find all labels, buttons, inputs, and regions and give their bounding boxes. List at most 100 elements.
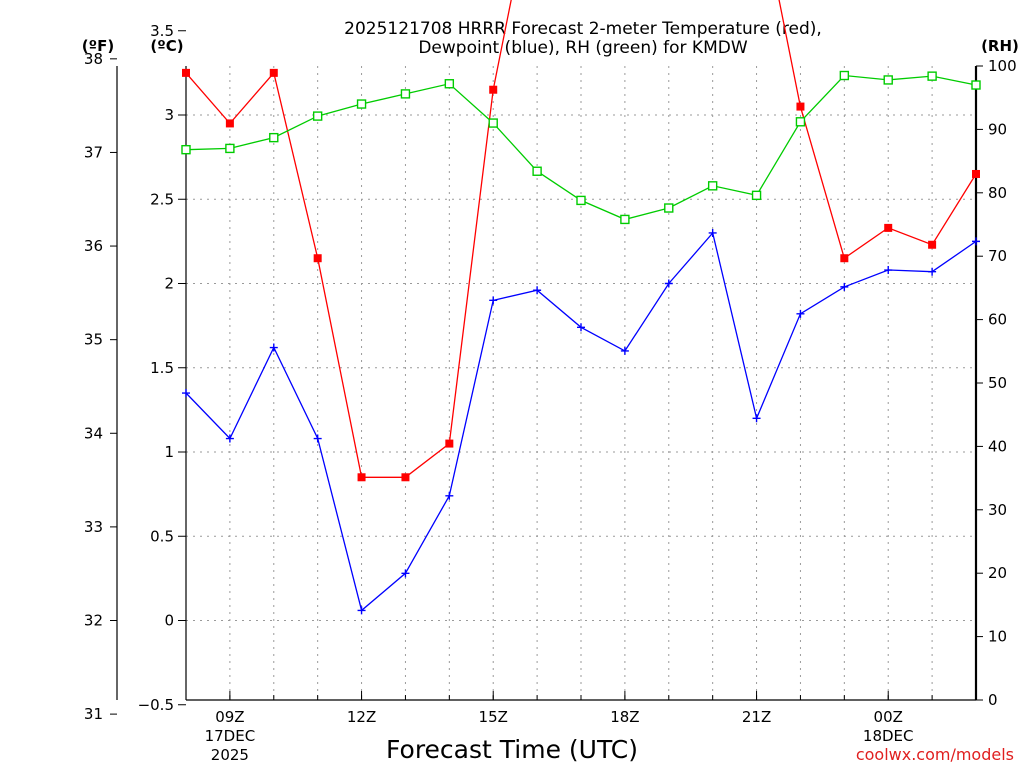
unit-label-rh: (RH) bbox=[981, 37, 1019, 55]
rh-point bbox=[532, 166, 542, 176]
axes: −0.500.511.522.533.544.555.566.531323334… bbox=[84, 22, 1017, 764]
fahrenheit-tick-label: 34 bbox=[84, 424, 103, 442]
fahrenheit-tick-label: 33 bbox=[84, 518, 103, 536]
fahrenheit-tick-label: 38 bbox=[84, 50, 103, 68]
celsius-tick-label: 1.5 bbox=[150, 359, 174, 377]
rh-tick-label: 60 bbox=[988, 311, 1007, 329]
rh-tick-label: 90 bbox=[988, 120, 1007, 138]
rh-point bbox=[444, 79, 455, 89]
temperature-point bbox=[840, 254, 849, 263]
x-tick-label: 21Z bbox=[742, 708, 771, 726]
rh-point bbox=[927, 71, 937, 81]
fahrenheit-tick-label: 37 bbox=[84, 143, 103, 161]
chart-title-line1: 2025121708 HRRR Forecast 2-meter Tempera… bbox=[344, 19, 822, 39]
temperature-point bbox=[972, 169, 980, 178]
celsius-tick-label: −0.5 bbox=[138, 696, 174, 714]
celsius-tick-label: 2.5 bbox=[150, 190, 174, 208]
x-tick-label: 09Z bbox=[215, 708, 244, 726]
dewpoint-point bbox=[357, 606, 366, 615]
rh-tick-label: 20 bbox=[988, 564, 1007, 582]
rh-point bbox=[576, 195, 586, 206]
fahrenheit-tick-label: 31 bbox=[84, 705, 103, 723]
celsius-tick-label: 3.5 bbox=[150, 22, 174, 40]
temperature-point bbox=[884, 223, 893, 232]
data-series bbox=[181, 0, 981, 615]
dewpoint-point bbox=[269, 343, 278, 352]
celsius-tick-label: 2 bbox=[164, 275, 174, 293]
rh-point bbox=[795, 117, 806, 127]
temperature-line bbox=[185, 0, 977, 478]
dewpoint-point bbox=[445, 491, 454, 500]
x-tick-date-label: 18DEC bbox=[863, 727, 914, 745]
temperature-point bbox=[401, 473, 410, 482]
rh-tick-label: 40 bbox=[988, 437, 1007, 455]
dewpoint-point bbox=[225, 434, 234, 443]
rh-point bbox=[400, 89, 411, 99]
x-tick-label: 12Z bbox=[347, 708, 376, 726]
fahrenheit-tick-label: 32 bbox=[84, 612, 103, 630]
celsius-tick-label: 0.5 bbox=[150, 527, 174, 545]
temperature-point bbox=[489, 85, 498, 94]
unit-label-celsius: (ºC) bbox=[150, 37, 183, 55]
rh-tick-label: 70 bbox=[988, 247, 1007, 265]
dewpoint-point bbox=[313, 434, 322, 443]
x-tick-label: 15Z bbox=[479, 708, 508, 726]
temperature-point bbox=[357, 473, 366, 482]
x-axis-title: Forecast Time (UTC) bbox=[386, 735, 638, 764]
temperature-point bbox=[445, 439, 454, 448]
temperature-point bbox=[182, 68, 190, 77]
x-tick-year-label: 2025 bbox=[211, 746, 249, 764]
dewpoint-point bbox=[928, 267, 937, 276]
rh-point bbox=[181, 144, 191, 155]
x-tick-label: 00Z bbox=[874, 708, 903, 726]
dewpoint-point bbox=[884, 266, 893, 275]
fahrenheit-tick-label: 36 bbox=[84, 237, 103, 255]
gridlines bbox=[186, 66, 976, 700]
temperature-point bbox=[796, 102, 805, 111]
celsius-tick-label: 0 bbox=[164, 612, 174, 630]
rh-point bbox=[312, 111, 323, 121]
rh-point bbox=[839, 70, 850, 81]
rh-point bbox=[883, 75, 893, 85]
dewpoint-point bbox=[840, 282, 849, 291]
rh-tick-label: 0 bbox=[988, 691, 998, 709]
dewpoint-point bbox=[664, 279, 673, 288]
dewpoint-point bbox=[489, 296, 498, 305]
celsius-tick-label: 1 bbox=[164, 443, 174, 461]
rh-tick-label: 50 bbox=[988, 374, 1007, 392]
temperature-point bbox=[269, 68, 278, 77]
dewpoint-point bbox=[401, 569, 410, 578]
rh-point bbox=[356, 99, 367, 109]
fahrenheit-tick-label: 35 bbox=[84, 331, 103, 349]
rh-point bbox=[269, 132, 279, 143]
x-tick-date-label: 17DEC bbox=[205, 727, 256, 745]
rh-tick-label: 30 bbox=[988, 501, 1007, 519]
rh-point bbox=[225, 143, 235, 154]
rh-tick-label: 10 bbox=[988, 628, 1007, 646]
x-tick-label: 18Z bbox=[610, 708, 639, 726]
temperature-point bbox=[225, 119, 234, 128]
dewpoint-point bbox=[577, 323, 585, 332]
rh-point bbox=[664, 203, 674, 213]
rh-point bbox=[488, 118, 498, 128]
source-credit: coolwx.com/models bbox=[856, 745, 1014, 764]
unit-label-fahrenheit: (ºF) bbox=[82, 37, 114, 55]
dewpoint-point bbox=[533, 286, 542, 295]
rh-point bbox=[751, 190, 762, 201]
dewpoint-point bbox=[708, 228, 717, 237]
temperature-point bbox=[313, 254, 322, 263]
dewpoint-point bbox=[972, 237, 980, 246]
dewpoint-line bbox=[185, 231, 977, 612]
dewpoint-point bbox=[752, 414, 761, 423]
rh-tick-label: 100 bbox=[988, 57, 1017, 75]
rh-point bbox=[707, 181, 718, 191]
rh-point bbox=[971, 80, 981, 90]
dewpoint-point bbox=[182, 389, 190, 398]
temperature-point bbox=[928, 240, 937, 249]
rh-point bbox=[620, 214, 630, 225]
celsius-tick-label: 3 bbox=[164, 106, 174, 124]
rh-tick-label: 80 bbox=[988, 184, 1007, 202]
dewpoint-point bbox=[620, 346, 629, 355]
dewpoint-point bbox=[796, 309, 805, 318]
